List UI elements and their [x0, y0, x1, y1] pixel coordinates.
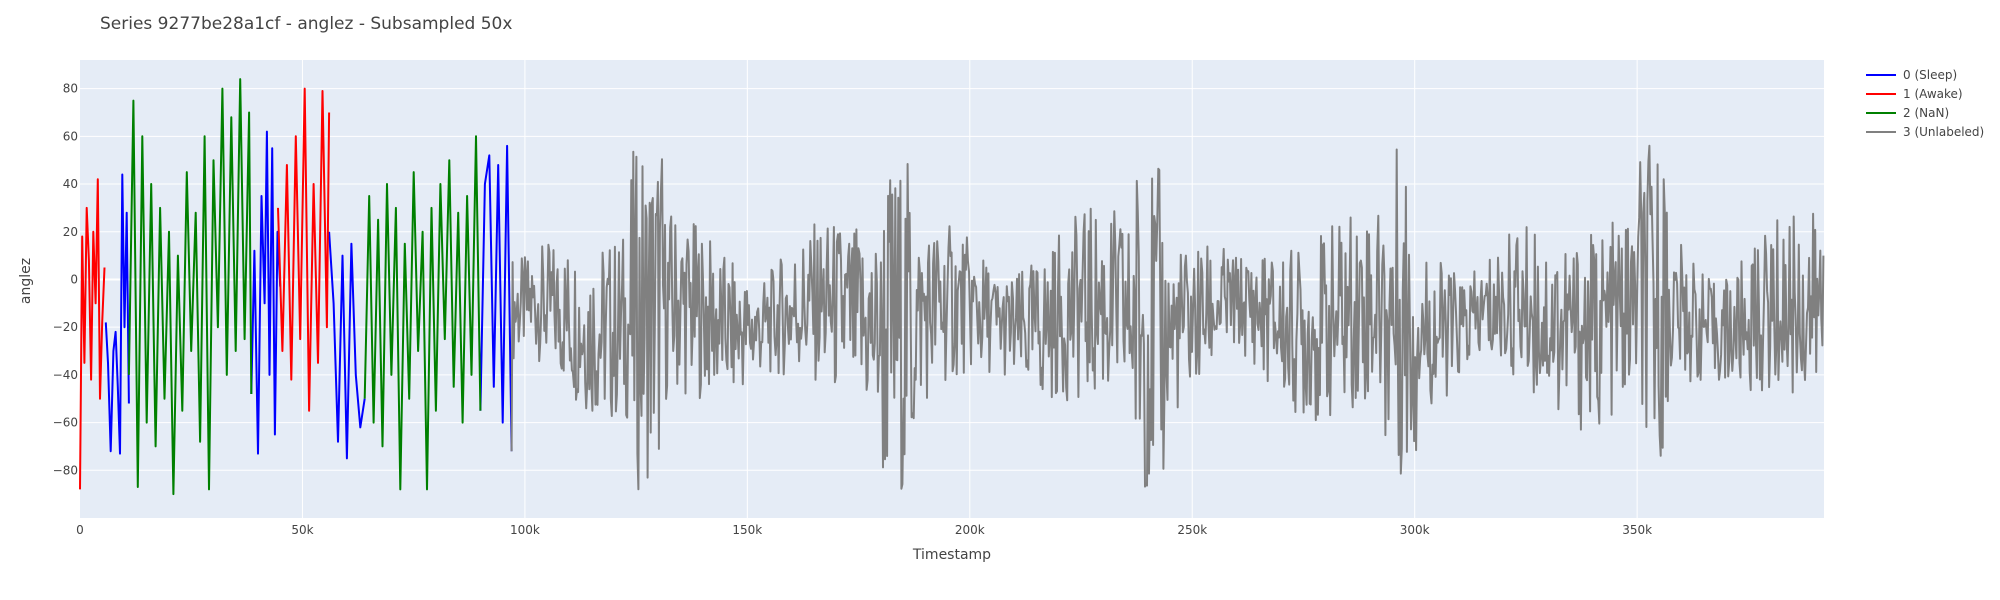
y-tick-label: −40 — [53, 368, 78, 382]
legend-label: 3 (Unlabeled) — [1903, 125, 1984, 139]
series-layer — [79, 78, 1825, 496]
y-tick-label: −20 — [53, 320, 78, 334]
series-line-0-segment-2 — [328, 231, 366, 460]
y-tick-label: 0 — [70, 272, 78, 286]
series-line-0-segment-0 — [104, 173, 130, 455]
legend-item[interactable]: 1 (Awake) — [1866, 87, 1963, 101]
x-tick-label: 200k — [955, 523, 985, 537]
legend-item[interactable]: 2 (NaN) — [1866, 106, 1949, 120]
legend-label: 2 (NaN) — [1903, 106, 1949, 120]
series-line-0-segment-3 — [479, 144, 513, 452]
legend-label: 0 (Sleep) — [1903, 68, 1957, 82]
y-tick-label: −80 — [53, 463, 78, 477]
x-tick-label: 150k — [732, 523, 762, 537]
legend-item[interactable]: 3 (Unlabeled) — [1866, 125, 1984, 139]
series-line-3-segment-0 — [510, 144, 1825, 491]
x-tick-label: 100k — [510, 523, 540, 537]
series-line-2-segment-0 — [127, 78, 253, 496]
x-axis-ticks: 0 50k 100k 150k 200k 250k 300k 350k — [76, 523, 1652, 537]
chart-title: Series 9277be28a1cf - anglez - Subsample… — [100, 14, 512, 34]
x-axis-title: Timestamp — [912, 547, 991, 563]
x-tick-label: 300k — [1400, 523, 1430, 537]
y-tick-label: −60 — [53, 416, 78, 430]
x-tick-label: 250k — [1177, 523, 1207, 537]
legend-label: 1 (Awake) — [1903, 87, 1963, 101]
series-line-1-segment-1 — [277, 87, 331, 412]
y-tick-label: 40 — [63, 177, 78, 191]
series-line-2-segment-1 — [363, 135, 482, 491]
x-tick-label: 350k — [1622, 523, 1652, 537]
series-line-1-segment-0 — [79, 178, 106, 490]
legend[interactable]: 0 (Sleep) 1 (Awake) 2 (NaN) 3 (Unlabeled) — [1866, 68, 1984, 139]
x-tick-label: 50k — [291, 523, 313, 537]
y-tick-label: 80 — [63, 82, 78, 96]
y-axis-title: anglez — [18, 258, 34, 304]
y-tick-label: 20 — [63, 225, 78, 239]
legend-item[interactable]: 0 (Sleep) — [1866, 68, 1957, 82]
y-tick-label: 60 — [63, 129, 78, 143]
series-line-0-segment-1 — [250, 130, 282, 455]
y-axis-ticks: −80 −60 −40 −20 0 20 40 60 80 — [53, 82, 78, 478]
x-tick-label: 0 — [76, 523, 84, 537]
